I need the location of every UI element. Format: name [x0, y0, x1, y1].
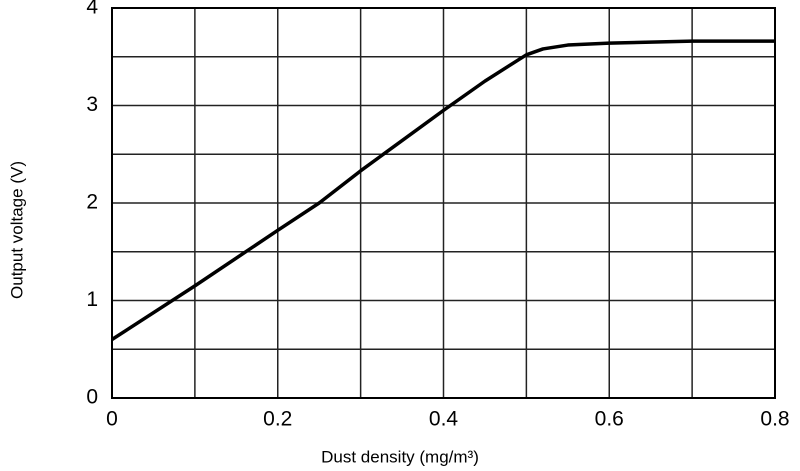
y-tick-label: 1	[86, 288, 98, 311]
x-axis-label: Dust density (mg/m³)	[321, 447, 479, 466]
x-tick-label: 0.2	[263, 408, 292, 431]
plot-border	[111, 7, 776, 399]
y-tick-label: 4	[86, 0, 98, 19]
data-line	[111, 39, 775, 341]
x-tick-label: 0	[106, 408, 118, 431]
x-tick-label: 0.6	[595, 408, 624, 431]
y-axis-label: Output voltage (V)	[7, 161, 26, 299]
x-tick-label: 0.4	[429, 408, 459, 431]
y-tick-label: 3	[86, 93, 98, 116]
y-tick-label: 2	[86, 191, 98, 214]
y-tick-label: 0	[86, 386, 98, 409]
x-tick-label: 0.8	[760, 408, 789, 431]
